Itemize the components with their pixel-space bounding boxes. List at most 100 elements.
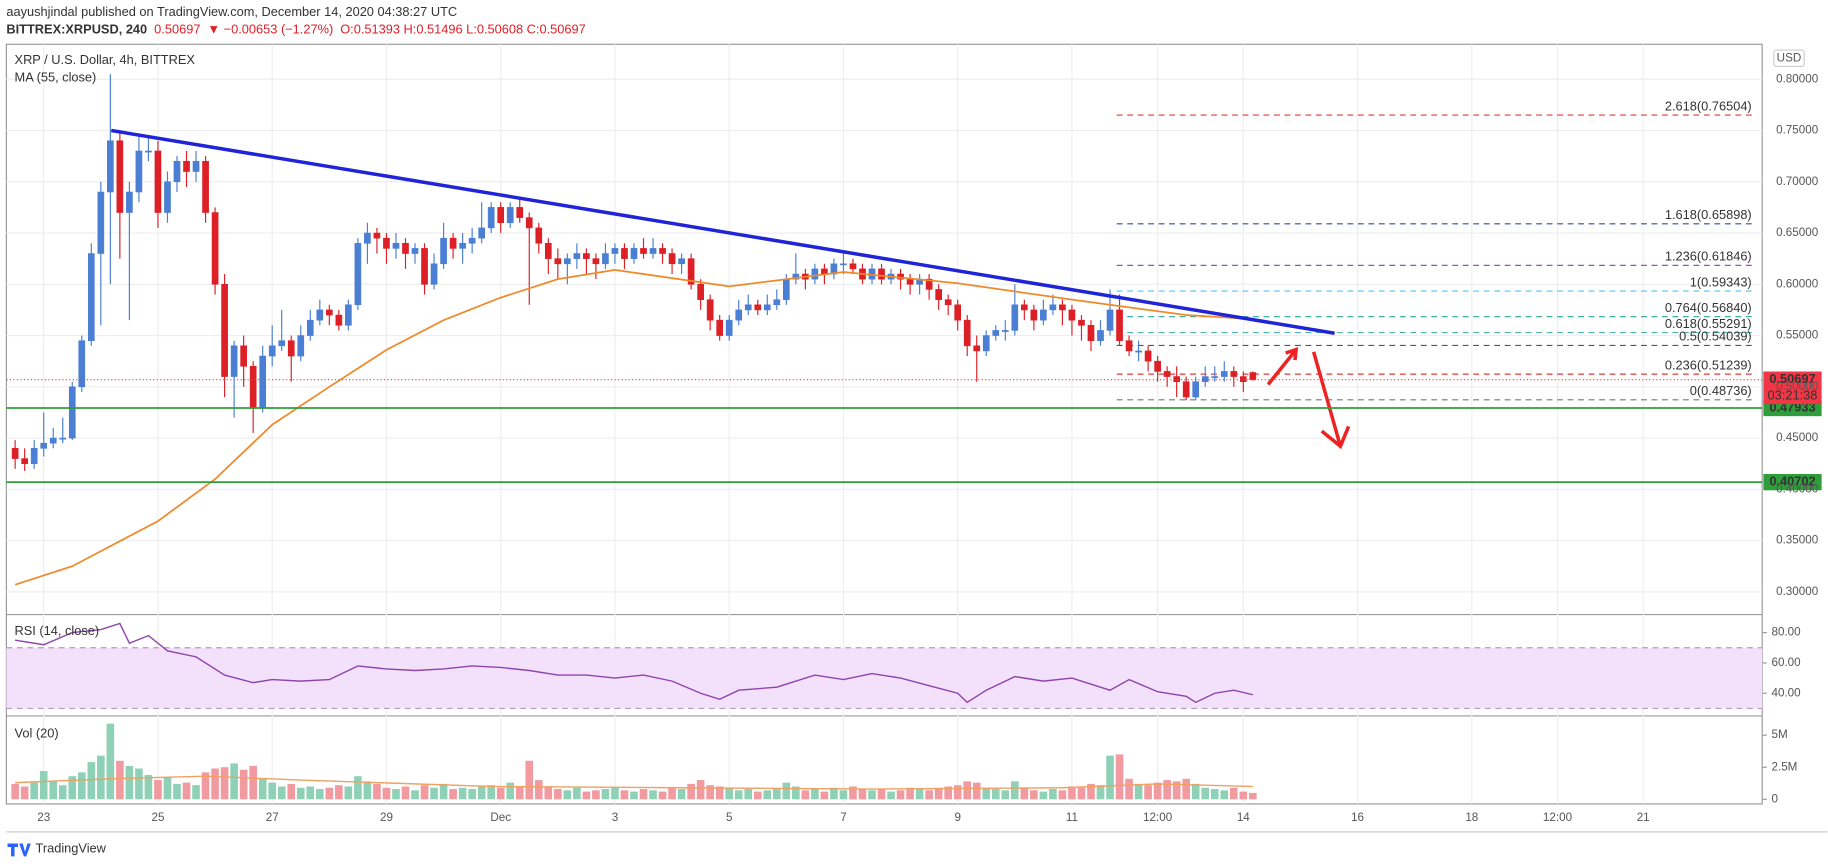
x-tick-label: 3 <box>612 811 618 824</box>
fib-label: 2.618(0.76504) <box>1665 98 1752 113</box>
volume-bar <box>915 789 924 800</box>
volume-bar <box>1039 791 1048 800</box>
candle-body <box>706 299 714 321</box>
x-tick-label: 7 <box>840 811 846 824</box>
volume-bar <box>420 785 429 800</box>
candle-body <box>544 242 552 259</box>
last-price-header: 0.50697 <box>154 22 200 37</box>
plot-frame <box>5 43 1763 805</box>
volume-bar <box>744 789 753 800</box>
volume-bar <box>877 789 886 800</box>
volume-bar <box>934 787 943 800</box>
volume-bar <box>801 790 810 800</box>
candle-body <box>107 140 114 193</box>
volume-bar <box>363 781 372 800</box>
volume-bar <box>1191 783 1200 800</box>
candle-body <box>1049 304 1057 311</box>
volume-bar <box>772 789 781 800</box>
x-tick-label: 25 <box>151 811 164 824</box>
candle-body <box>954 304 962 321</box>
candle-body <box>116 140 124 213</box>
volume-bar <box>401 786 410 800</box>
volume-bar <box>506 782 515 800</box>
volume-bar <box>906 787 914 800</box>
volume-bar <box>125 765 134 800</box>
candle-body <box>325 309 333 316</box>
volume-bar <box>763 790 772 800</box>
volume-bar <box>1153 782 1162 800</box>
countdown: 03:21:38 <box>1768 387 1818 402</box>
volume-bar <box>982 787 991 800</box>
candle-body <box>621 248 628 259</box>
x-tick-label: 21 <box>1637 811 1650 824</box>
volume-bar <box>1058 790 1067 800</box>
vol-tick-label: 2.5M <box>1772 760 1798 773</box>
currency-box[interactable] <box>1773 49 1805 67</box>
currency[interactable]: USD <box>1777 51 1802 64</box>
candle-body <box>1106 309 1114 331</box>
candle-body <box>154 150 162 213</box>
volume-bar <box>458 787 467 800</box>
volume-bar <box>1020 787 1029 800</box>
fib-label: 1.236(0.61846) <box>1665 249 1752 264</box>
volume-bar <box>135 768 143 800</box>
candle-body <box>649 248 657 254</box>
candle-body <box>906 278 914 285</box>
footer-brand: TradingView <box>36 841 107 856</box>
candle-body <box>763 304 771 311</box>
volume-bar <box>1163 780 1171 800</box>
candle-body <box>573 253 581 259</box>
candle-body <box>878 268 885 280</box>
volume-bar <box>925 790 933 800</box>
ma-line <box>14 269 1253 586</box>
volume-bar <box>725 787 734 800</box>
candle-body <box>249 366 257 408</box>
candle-body <box>773 299 781 306</box>
volume-bar <box>849 786 857 800</box>
volume-bar <box>1144 785 1152 800</box>
candle-body <box>840 263 847 266</box>
volume-bar <box>1068 786 1076 800</box>
rsi-tick-label: 60.00 <box>1772 656 1802 669</box>
last-price-tag <box>1763 371 1822 405</box>
vol-tick-label: 0 <box>1772 792 1779 805</box>
candle-body <box>668 253 676 265</box>
candle-body <box>592 258 600 265</box>
candle-body <box>68 386 76 439</box>
volume-bar <box>573 787 581 800</box>
candle-body <box>59 437 67 440</box>
candle-body <box>430 263 438 285</box>
candle-body <box>754 304 762 311</box>
y-tick-label: 0.75000 <box>1776 124 1819 137</box>
volume-bar <box>792 786 800 800</box>
candle-body <box>564 258 571 265</box>
volume-bar <box>611 787 619 800</box>
volume-bar <box>515 786 524 800</box>
candle-body <box>659 248 666 254</box>
volume-bar <box>449 789 457 800</box>
volume-bar <box>1239 791 1248 800</box>
candle-body <box>849 263 857 270</box>
candle-body <box>373 232 381 239</box>
candle-body <box>1249 372 1257 380</box>
candle-body <box>1125 340 1133 352</box>
volume-bar <box>287 783 296 800</box>
volume-bar <box>715 786 724 800</box>
volume-bar <box>220 767 229 800</box>
rsi-line <box>15 622 1253 704</box>
volume-bar <box>344 786 353 800</box>
candle-body <box>202 160 209 213</box>
candle-body <box>716 319 724 336</box>
volume-bar <box>972 782 981 800</box>
candle-body <box>1040 309 1047 321</box>
candle-body <box>87 253 95 341</box>
candle-body <box>687 258 695 285</box>
candle-body <box>1021 304 1028 311</box>
volume-ma <box>15 775 1253 790</box>
volume-bar <box>39 771 48 800</box>
candle-body <box>782 278 790 300</box>
candle-body <box>1011 304 1019 331</box>
volume-bar <box>144 774 153 800</box>
volume-bar <box>1049 789 1057 800</box>
